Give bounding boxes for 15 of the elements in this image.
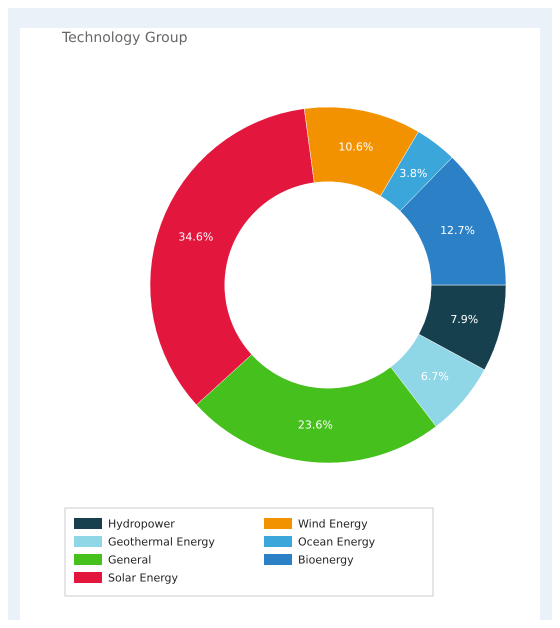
data-label: 7.9% (450, 313, 478, 326)
legend-label: Geothermal Energy (108, 536, 216, 548)
chart-title: Technology Group (61, 30, 188, 46)
legend-label: Solar Energy (108, 572, 179, 584)
data-label: 12.7% (440, 224, 476, 237)
legend-label: Ocean Energy (298, 536, 376, 548)
legend-label: General (108, 554, 152, 566)
data-label: 10.6% (338, 140, 374, 154)
legend-label: Wind Energy (298, 518, 368, 530)
data-label: 6.7% (420, 370, 449, 383)
data-label: 23.6% (298, 418, 333, 432)
legend-label: Hydropower (108, 518, 176, 530)
data-label: 34.6% (178, 230, 214, 244)
data-label: 3.8% (399, 166, 428, 180)
legend-label: Bioenergy (298, 554, 354, 566)
